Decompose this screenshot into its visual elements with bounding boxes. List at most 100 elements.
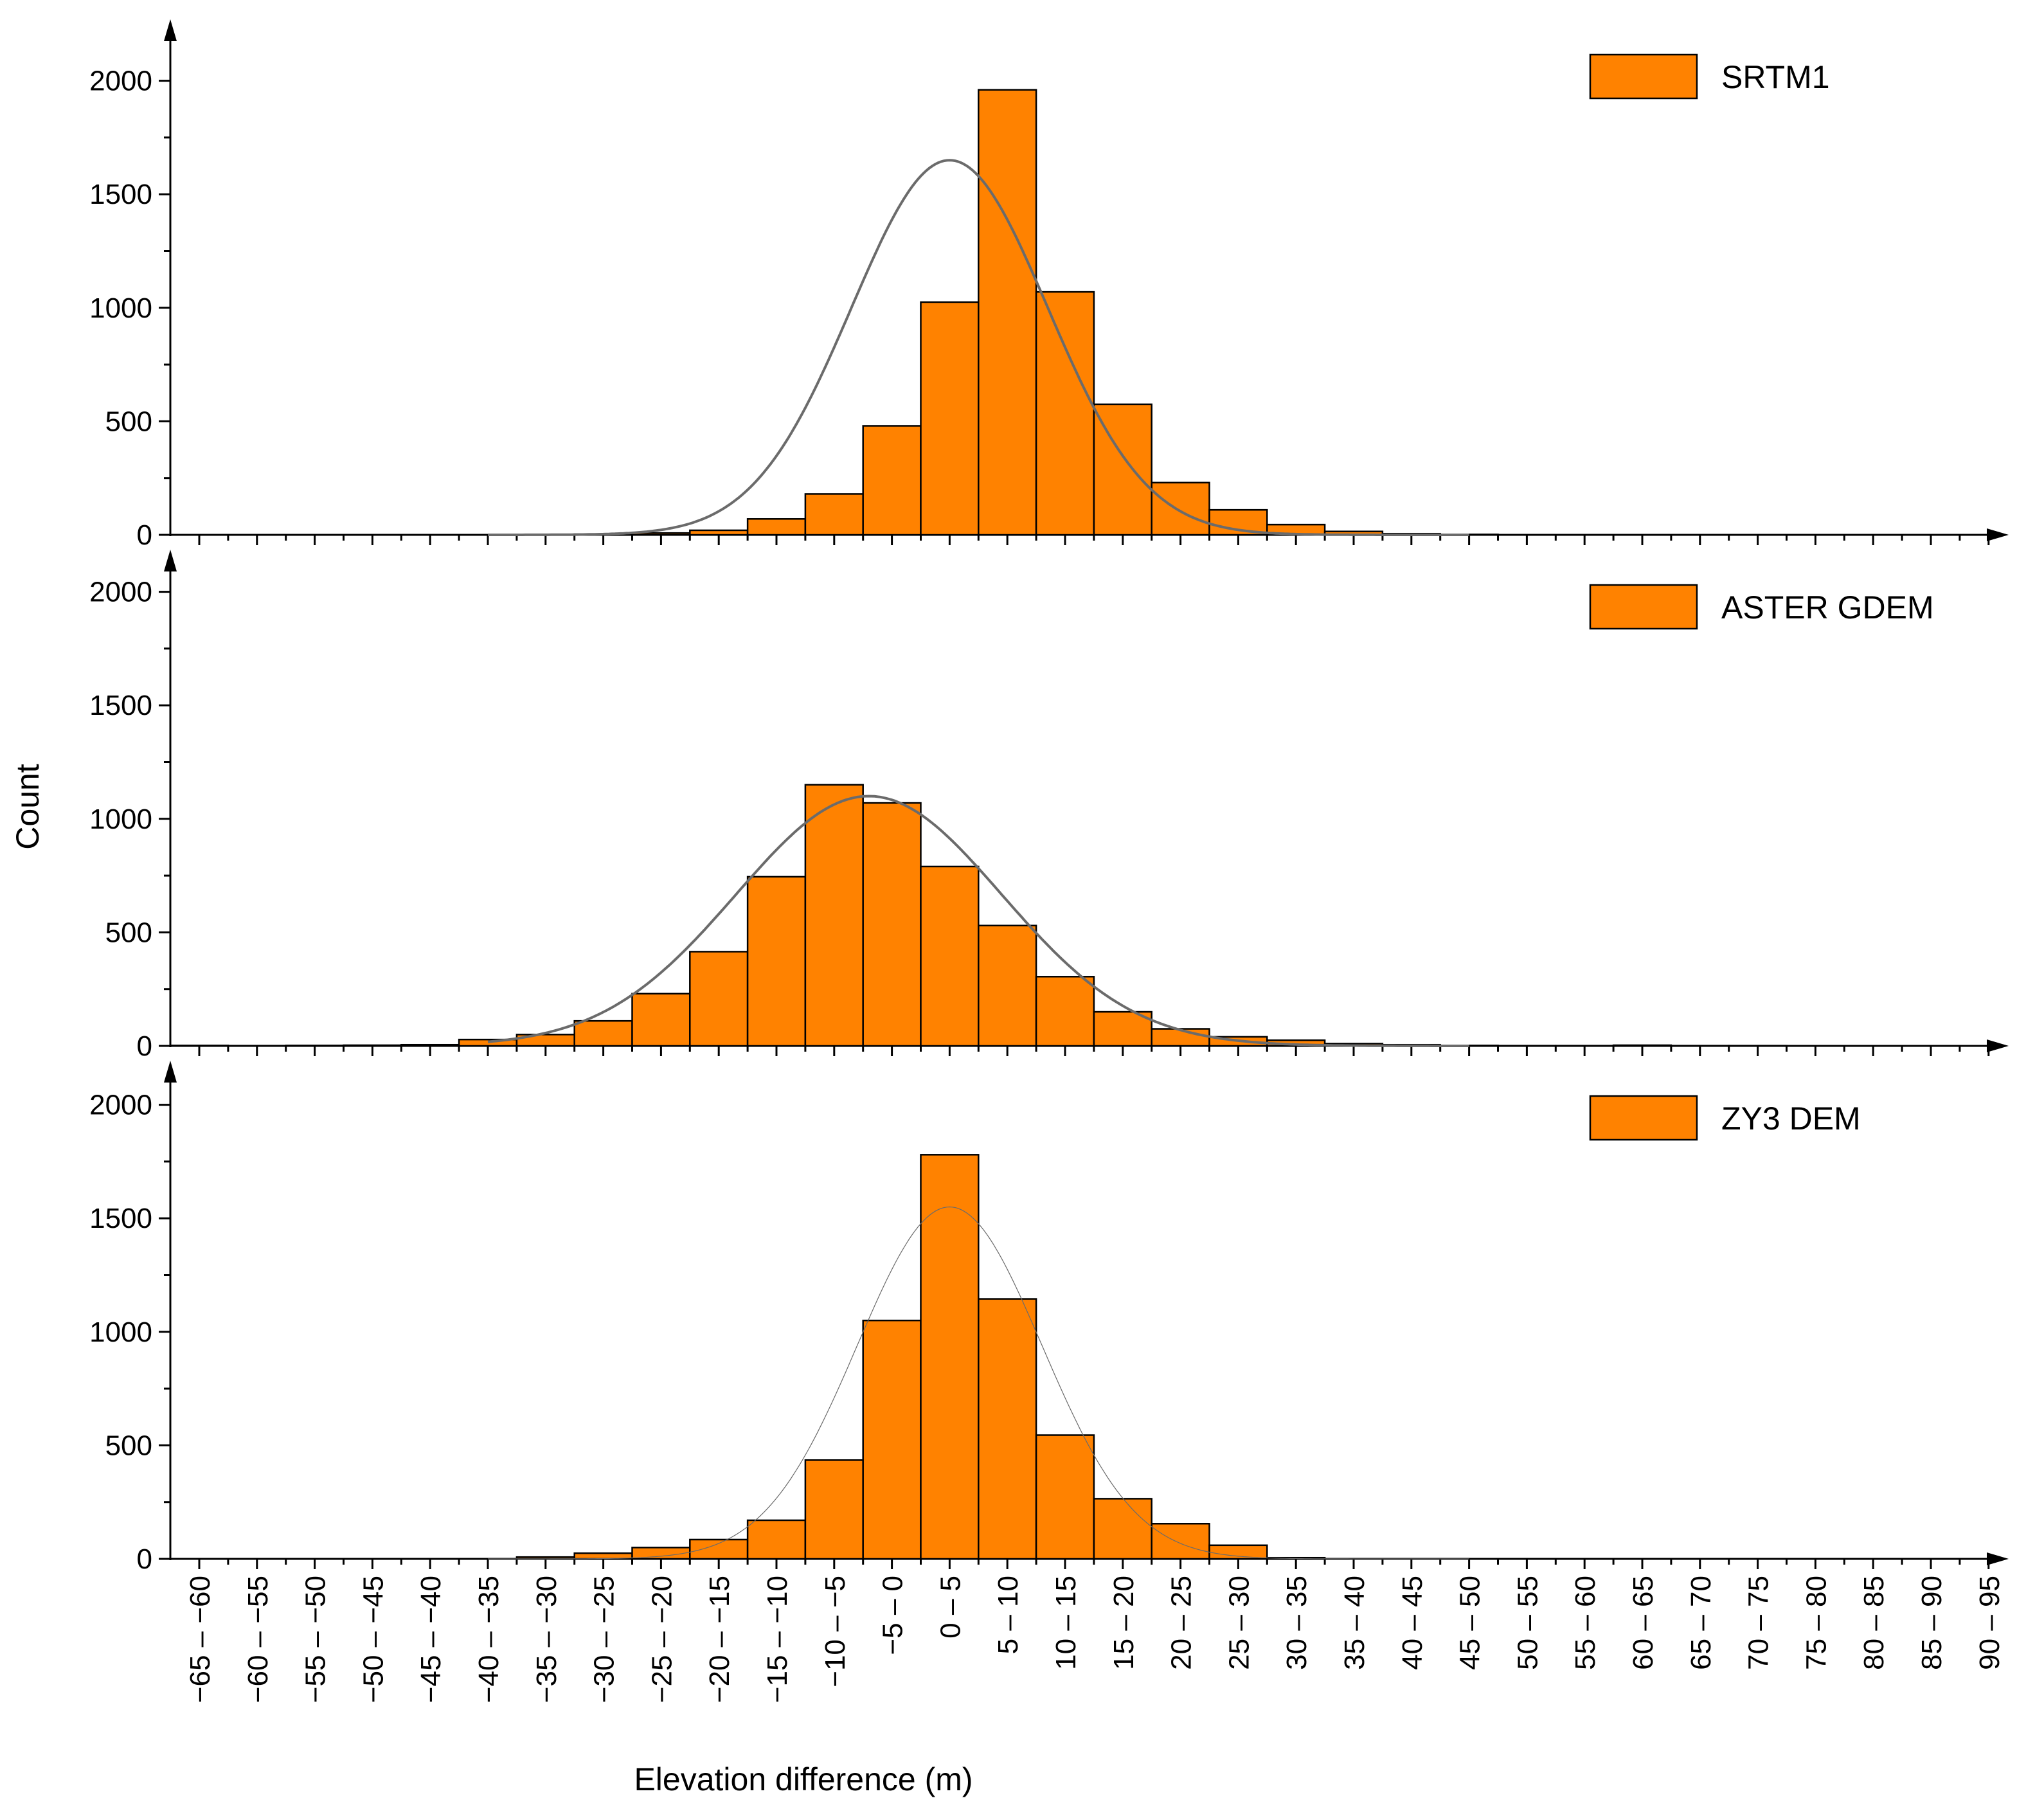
x-category-label: 70 – 75 [1743, 1576, 1775, 1670]
x-category-label: 30 – 35 [1281, 1576, 1313, 1670]
y-tick-label: 1500 [89, 1203, 152, 1234]
bar [631, 993, 691, 1047]
panel-1: 0 500 1000 1500 2000 ASTER GDEM [89, 550, 2009, 1062]
x-category-label: 60 – 65 [1627, 1576, 1659, 1670]
bar [804, 493, 864, 536]
x-category-label: 65 – 70 [1685, 1576, 1717, 1670]
x-category-label: 35 – 40 [1339, 1576, 1370, 1670]
bar [1208, 1544, 1268, 1560]
legend-swatch [1589, 53, 1698, 100]
bar [1151, 481, 1210, 536]
x-axis-arrow [1987, 1039, 2009, 1052]
x-category-label: 85 – 90 [1916, 1576, 1948, 1670]
legend-label: ASTER GDEM [1721, 589, 1934, 625]
y-tick-label: 1000 [89, 1317, 152, 1348]
bar [862, 425, 922, 536]
x-category-label: −40 – −35 [473, 1576, 505, 1703]
x-category-label: 75 – 80 [1800, 1576, 1832, 1670]
y-tick-label: 2000 [89, 66, 152, 97]
x-category-label: −25 – −20 [646, 1576, 677, 1703]
fit-curve [488, 159, 1469, 536]
y-tick-label: 500 [105, 917, 152, 948]
y-tick-label: 1000 [89, 804, 152, 835]
panel-2: 0 500 1000 1500 2000 ZY3 DEM [89, 1061, 2009, 1575]
legend-label: ZY3 DEM [1721, 1101, 1861, 1137]
bar [804, 1459, 864, 1560]
bar [285, 1045, 345, 1047]
bar [862, 802, 922, 1047]
bar [169, 1045, 229, 1047]
x-category-label: 15 – 20 [1108, 1576, 1140, 1670]
x-category-label: 20 – 25 [1166, 1576, 1197, 1670]
fit-curve [487, 795, 1469, 1047]
y-tick-label: 0 [137, 1030, 152, 1062]
x-category-label: −10 – −5 [820, 1576, 851, 1687]
legend-label: SRTM1 [1721, 59, 1830, 95]
y-axis-title: Count [10, 764, 46, 850]
x-category-label: 80 – 85 [1858, 1576, 1890, 1670]
x-category-label: −45 – −40 [415, 1576, 447, 1703]
bar [978, 1298, 1037, 1560]
x-axis-title: Elevation difference (m) [634, 1761, 973, 1797]
bar [978, 89, 1037, 536]
y-axis-arrow [164, 1061, 177, 1083]
bar [746, 1519, 807, 1560]
x-category-label: 40 – 45 [1397, 1576, 1428, 1670]
bar [689, 951, 749, 1047]
bar [920, 301, 980, 536]
y-tick-label: 2000 [89, 577, 152, 608]
x-category-label: 50 – 55 [1512, 1576, 1543, 1670]
panel-0: 0 500 1000 1500 2000 SRTM1 [89, 19, 2009, 551]
y-tick-label: 1500 [89, 690, 152, 721]
bar [1612, 1044, 1672, 1047]
bar [978, 924, 1037, 1047]
legend-swatch [1589, 584, 1698, 630]
bar [1151, 1523, 1210, 1560]
x-category-label: −65 – −60 [184, 1576, 216, 1703]
bar [689, 529, 749, 536]
bar [804, 784, 864, 1047]
bar [343, 1044, 402, 1047]
y-axis-arrow [164, 550, 177, 571]
y-tick-label: 1500 [89, 179, 152, 210]
bar [400, 1043, 460, 1047]
bar [920, 1154, 980, 1560]
x-category-label: −15 – −10 [762, 1576, 793, 1703]
y-tick-label: 2000 [89, 1090, 152, 1121]
bar [1035, 291, 1095, 536]
bar [746, 876, 807, 1047]
y-tick-label: 500 [105, 1430, 152, 1461]
y-tick-label: 0 [137, 1543, 152, 1575]
panels-layer: 0 500 1000 1500 2000 SRTM1 0 500 1000 1500 2000 AST… [89, 19, 2009, 1575]
bar [631, 1547, 691, 1560]
y-tick-label: 1000 [89, 292, 152, 324]
bar [1035, 1434, 1095, 1560]
y-tick-label: 500 [105, 406, 152, 437]
x-category-label: 10 – 15 [1050, 1576, 1082, 1670]
x-category-label: 45 – 50 [1455, 1576, 1486, 1670]
x-category-label: 90 – 95 [1974, 1576, 2005, 1670]
x-category-label: −55 – −50 [300, 1576, 332, 1703]
bar [1093, 1011, 1152, 1047]
x-category-label: −30 – −25 [589, 1576, 620, 1703]
x-axis-arrow [1987, 1552, 2009, 1565]
bar [1093, 1498, 1152, 1560]
x-category-label: −50 – −45 [357, 1576, 389, 1703]
x-axis-category-labels: −65 – −60 −60 – −55 −55 – −50 −50 – −45 −45 … [184, 1576, 2005, 1703]
bar [689, 1538, 749, 1560]
x-category-label: 5 – 10 [992, 1576, 1024, 1654]
bar [1035, 976, 1095, 1047]
fit-curve [488, 1206, 1469, 1560]
x-category-label: −5 – 0 [877, 1576, 909, 1655]
x-axis-arrow [1987, 528, 2009, 541]
x-category-label: 25 – 30 [1223, 1576, 1255, 1670]
x-category-label: −20 – −15 [704, 1576, 735, 1703]
y-tick-label: 0 [137, 519, 152, 551]
x-category-label: −35 – −30 [531, 1576, 562, 1703]
x-category-label: 55 – 60 [1570, 1576, 1601, 1670]
legend-swatch [1589, 1095, 1698, 1141]
bar [746, 518, 807, 536]
y-axis-arrow [164, 19, 177, 41]
bar [862, 1319, 922, 1560]
